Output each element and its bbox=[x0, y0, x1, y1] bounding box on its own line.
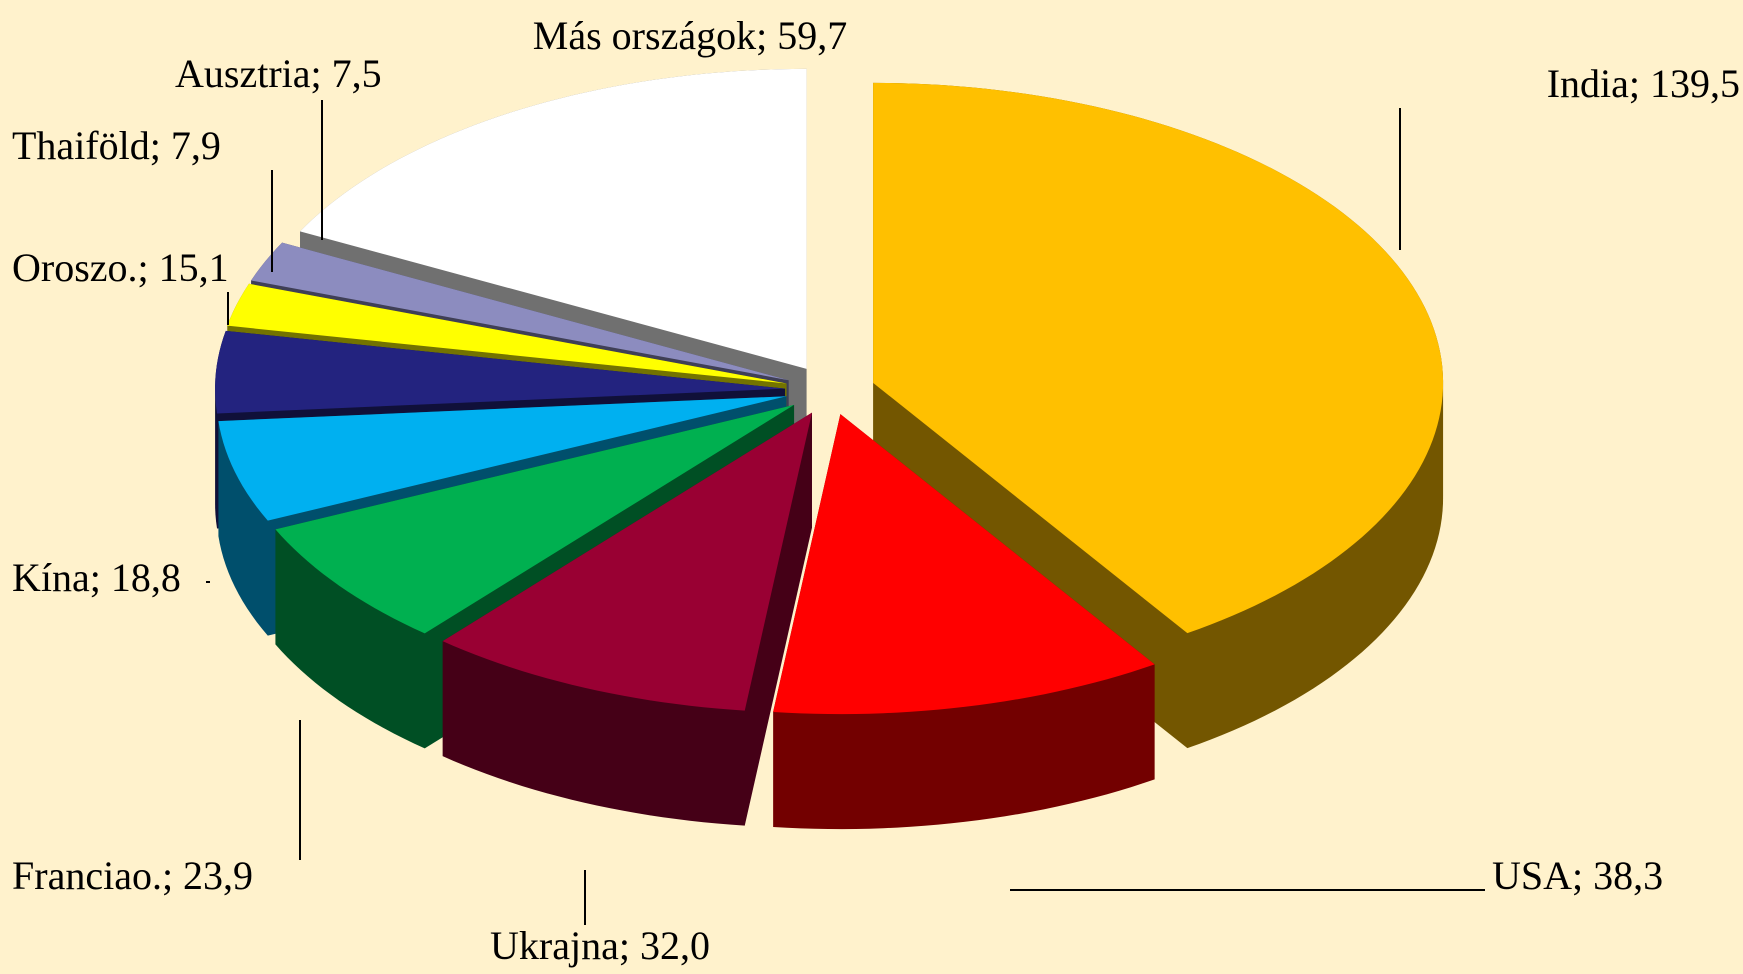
slice bbox=[300, 68, 807, 369]
data-label: Más országok; 59,7 bbox=[533, 13, 847, 58]
slice bbox=[773, 414, 1155, 715]
slice bbox=[442, 412, 812, 711]
data-label: Thaiföld; 7,9 bbox=[12, 123, 221, 168]
slice bbox=[218, 396, 787, 521]
slice bbox=[215, 330, 786, 414]
slice bbox=[251, 242, 789, 381]
slice bbox=[873, 82, 1444, 634]
data-label: Franciao.; 23,9 bbox=[12, 853, 253, 898]
data-label: India; 139,5 bbox=[1547, 61, 1740, 106]
slice bbox=[227, 283, 787, 384]
data-label: Oroszo.; 15,1 bbox=[12, 245, 229, 290]
data-label: Ukrajna; 32,0 bbox=[490, 923, 710, 968]
data-label: Ausztria; 7,5 bbox=[175, 51, 382, 96]
slice-side bbox=[275, 404, 795, 749]
data-label: Kína; 18,8 bbox=[12, 555, 181, 600]
slice bbox=[275, 404, 795, 634]
data-label: USA; 38,3 bbox=[1492, 853, 1663, 898]
